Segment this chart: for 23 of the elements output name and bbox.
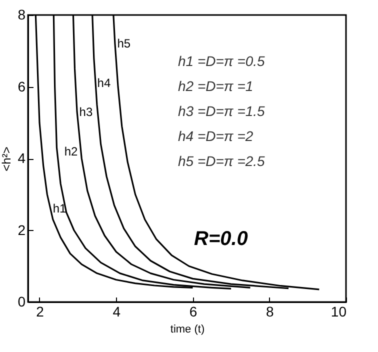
y-axis-title: <h²> — [0, 146, 14, 172]
annotation: h3 =D=π =1.5 — [178, 103, 266, 119]
annotation: h4 =D=π =2 — [178, 128, 254, 144]
annotation: R=0.0 — [194, 228, 248, 250]
y-tick-label: 0 — [18, 294, 26, 310]
x-tick-label: 8 — [266, 304, 274, 320]
y-tick-label: 8 — [18, 6, 26, 22]
y-tick-label: 6 — [18, 78, 26, 94]
annotation: h2 =D=π =1 — [178, 78, 254, 94]
x-tick-label: 2 — [36, 304, 44, 320]
annotation: h4 — [97, 76, 111, 90]
annotation: h1 =D=π =0.5 — [178, 53, 266, 69]
y-tick-label: 2 — [18, 222, 26, 238]
annotation: h2 — [64, 144, 78, 158]
x-axis-title: time (t) — [170, 324, 205, 336]
annotation: h3 — [79, 104, 93, 119]
x-tick-label: 4 — [112, 304, 121, 320]
annotation: h5 =D=π =2.5 — [178, 153, 266, 169]
annotation: h1 — [52, 202, 67, 216]
x-tick-label: 6 — [189, 304, 198, 320]
x-tick-label: 10 — [330, 304, 347, 320]
annotation: h5 — [117, 36, 131, 51]
y-tick-label: 4 — [18, 150, 26, 166]
